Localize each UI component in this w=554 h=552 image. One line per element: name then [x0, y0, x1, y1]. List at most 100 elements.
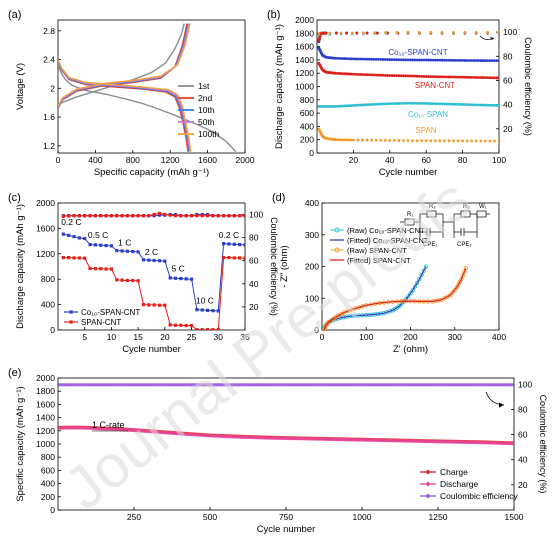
data-point	[334, 31, 338, 35]
series-label: SPAN	[415, 126, 436, 135]
data-point	[363, 73, 367, 77]
data-point	[109, 267, 114, 271]
data-point	[388, 138, 392, 142]
data-point	[463, 30, 467, 34]
data-point	[402, 101, 405, 105]
data-point	[338, 104, 342, 108]
circuit-element	[476, 210, 487, 218]
discharge-curve	[58, 60, 189, 152]
rate-label: 5 C	[172, 264, 185, 274]
data-point	[319, 105, 323, 108]
data-point	[477, 76, 480, 79]
data-point	[440, 58, 444, 62]
data-point	[433, 102, 437, 106]
data-point	[397, 58, 401, 62]
data-point	[375, 31, 379, 35]
data-point	[342, 138, 346, 142]
rate-label: 0.2 C	[219, 230, 239, 240]
data-point	[433, 58, 437, 62]
x-axis-label: Z′ (ohm)	[393, 344, 428, 355]
data-point	[472, 59, 476, 62]
y-right-tick-label: 100	[503, 27, 517, 37]
data-point	[120, 249, 124, 253]
data-point	[417, 58, 421, 62]
data-point	[420, 102, 424, 105]
data-point	[163, 303, 167, 307]
data-point	[438, 139, 442, 143]
y-right-tick-label: 80	[503, 51, 513, 61]
legend-marker	[425, 469, 431, 475]
data-point	[395, 74, 399, 78]
data-point	[404, 58, 408, 62]
data-point	[429, 30, 433, 34]
series-group	[317, 30, 499, 143]
data-point	[386, 102, 389, 106]
data-point	[417, 30, 421, 34]
data-point	[493, 103, 496, 107]
data-point	[152, 258, 156, 263]
data-point	[429, 102, 433, 105]
data-point	[83, 236, 87, 241]
data-point	[424, 58, 428, 62]
data-point	[386, 58, 389, 61]
data-point	[404, 101, 408, 105]
legend-label: (Fitted) SPAN-CNT	[347, 256, 411, 265]
legend-marker	[425, 481, 431, 487]
data-point	[421, 268, 426, 273]
data-point	[415, 58, 419, 62]
data-point	[361, 138, 364, 142]
legend-label: Coulombic efficiency	[440, 491, 519, 501]
rate-label: 1 C	[118, 238, 131, 248]
data-point	[452, 58, 455, 62]
data-point	[411, 58, 414, 62]
plot-frame	[316, 19, 500, 154]
data-point	[406, 58, 410, 62]
data-point	[420, 74, 424, 78]
data-point	[338, 72, 342, 75]
data-point	[468, 59, 471, 62]
data-point	[465, 59, 469, 62]
data-point	[458, 102, 462, 106]
data-point	[479, 139, 483, 143]
data-point	[427, 58, 430, 62]
data-point	[377, 73, 380, 77]
data-point	[406, 101, 410, 105]
data-point	[465, 103, 469, 106]
discharge-curve	[58, 60, 191, 152]
data-point	[345, 104, 348, 108]
data-point	[355, 31, 359, 35]
y-axis-label: Discharge capacity (mAh g⁻¹)	[15, 204, 26, 329]
data-point	[438, 102, 442, 106]
data-point	[399, 74, 403, 78]
data-point	[189, 323, 194, 328]
data-point	[345, 57, 348, 61]
data-point	[243, 243, 245, 247]
data-point	[392, 58, 396, 62]
data-point	[125, 214, 130, 218]
data-point	[454, 58, 458, 62]
data-point	[481, 103, 485, 107]
charge-curve	[58, 23, 191, 106]
rate-label: 0.5 C	[88, 230, 108, 240]
data-point	[486, 30, 490, 34]
x-tick-label: 1250	[429, 512, 448, 522]
data-point	[354, 72, 358, 76]
data-point	[377, 57, 380, 61]
data-point	[83, 256, 87, 260]
data-point	[483, 59, 487, 62]
data-point	[227, 242, 231, 246]
data-point	[445, 58, 449, 62]
data-point	[495, 76, 499, 80]
data-point	[483, 139, 487, 143]
data-point	[232, 242, 236, 246]
x-tick-label: 0	[56, 155, 61, 165]
data-point	[200, 214, 204, 218]
data-point	[488, 76, 492, 80]
data-point	[333, 71, 337, 75]
rate-label: 0.2 C	[61, 217, 81, 227]
data-point	[327, 105, 331, 108]
data-point	[88, 266, 92, 271]
data-point	[157, 213, 162, 217]
legend-label: 1st	[198, 81, 210, 91]
x-tick-label: 20	[160, 332, 170, 342]
